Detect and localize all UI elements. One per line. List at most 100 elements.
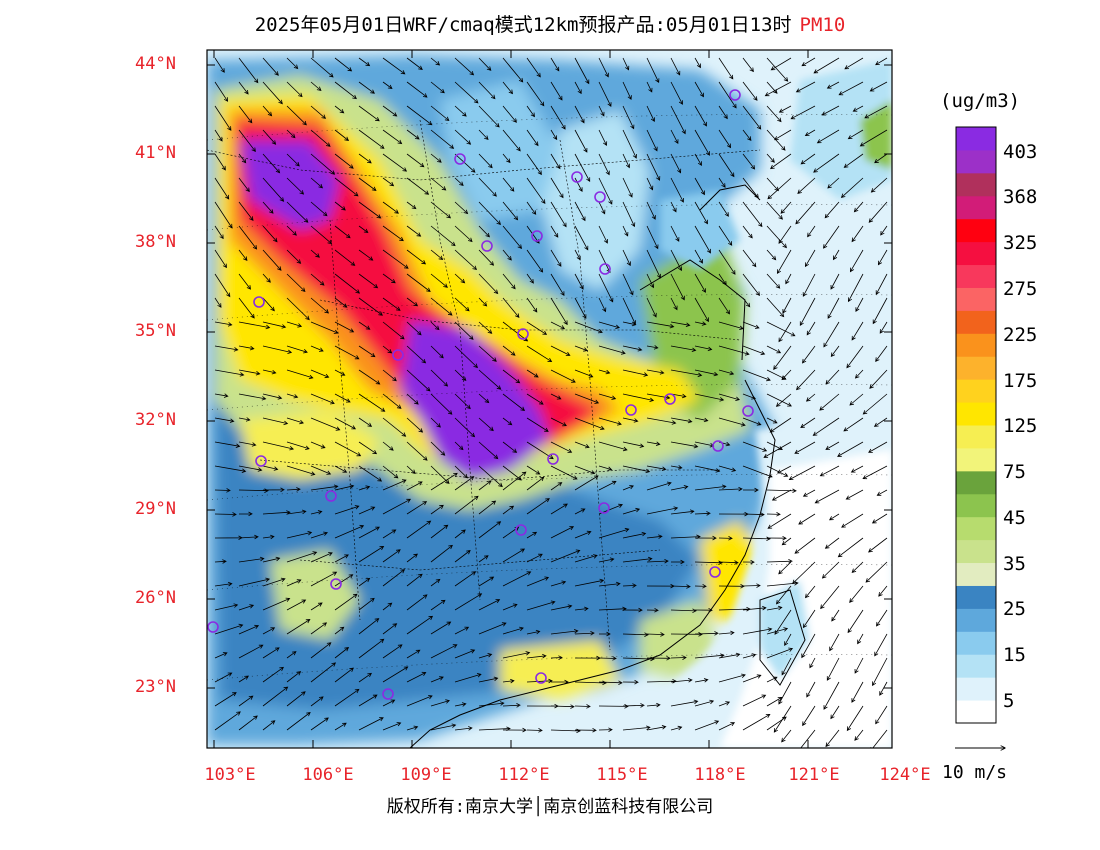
wind-arrow — [646, 129, 658, 152]
wind-arrow — [526, 153, 542, 176]
wind-arrow — [766, 393, 792, 407]
wind-arrow — [598, 441, 628, 452]
colorbar-label-368: 368 — [1003, 186, 1038, 208]
wind-arrow — [262, 556, 281, 563]
wind-arrow — [310, 662, 337, 683]
wind-arrow — [382, 479, 407, 491]
wind-arrow — [526, 249, 544, 273]
wind-arrow — [286, 177, 305, 195]
wind-arrow — [334, 441, 362, 457]
title-variable: PM10 — [799, 14, 846, 36]
wind-arrow — [334, 505, 360, 515]
wind-arrow — [502, 471, 527, 491]
wind-arrow — [670, 465, 683, 470]
wind-arrow — [478, 201, 501, 225]
wind-arrow — [262, 177, 285, 202]
wind-arrow — [526, 129, 539, 147]
wind-arrow — [574, 321, 603, 334]
wind-arrow — [846, 345, 864, 369]
wind-arrow — [214, 321, 233, 327]
wind-arrow — [358, 506, 376, 515]
wind-arrow — [646, 632, 665, 637]
wind-arrow — [792, 561, 816, 585]
wind-arrow — [622, 201, 636, 228]
wind-arrow — [262, 487, 285, 493]
colorbar-swatch — [956, 608, 996, 632]
wind-arrow — [406, 553, 418, 563]
city-marker — [207, 621, 219, 633]
wind-arrow — [358, 694, 378, 707]
wind-arrow — [334, 105, 345, 114]
wind-arrow — [382, 225, 404, 242]
wind-arrow — [646, 441, 661, 446]
wind-arrow — [406, 573, 423, 587]
wind-arrow — [382, 297, 401, 311]
wind-arrow — [718, 249, 736, 275]
wind-arrow — [334, 345, 360, 360]
wind-arrow — [718, 652, 741, 659]
wind-arrow — [550, 549, 581, 563]
wind-arrow — [876, 609, 888, 627]
wind-arrow — [550, 105, 566, 130]
wind-arrow — [238, 511, 253, 517]
wind-arrow — [214, 603, 239, 611]
wind-arrow — [262, 105, 273, 117]
wind-arrow — [794, 441, 816, 454]
wind-arrow — [670, 441, 699, 449]
wind-arrow — [854, 369, 864, 379]
wind-arrow — [502, 249, 512, 261]
wind-arrow — [454, 201, 469, 215]
wind-arrow — [430, 273, 448, 288]
wind-arrow — [214, 393, 229, 398]
wind-arrow — [478, 622, 507, 635]
wind-arrow — [846, 705, 864, 732]
wind-arrow — [454, 441, 464, 451]
wind-arrow — [502, 201, 519, 221]
wind-arrow — [286, 671, 302, 683]
wind-arrow — [286, 509, 307, 515]
wind-arrow — [742, 81, 758, 101]
wind-arrow — [670, 57, 681, 76]
wind-arrow — [781, 729, 792, 743]
wind-arrow — [430, 249, 444, 261]
wind-arrow — [478, 465, 503, 488]
wind-arrow — [238, 177, 250, 193]
wind-arrow — [334, 524, 365, 539]
wind-arrow — [598, 727, 613, 732]
wind-arrow — [670, 678, 693, 683]
wind-arrow — [694, 678, 709, 683]
wind-arrow — [430, 544, 453, 563]
wind-arrow — [670, 201, 677, 213]
wind-arrow — [430, 345, 444, 359]
wind-arrow — [262, 273, 271, 283]
wind-arrow — [872, 297, 888, 325]
wind-arrow — [502, 345, 516, 356]
wind-arrow — [807, 225, 816, 238]
wind-arrow — [430, 676, 444, 683]
wind-arrow — [238, 105, 253, 124]
wind-arrow — [671, 559, 685, 565]
wind-arrow — [598, 369, 611, 375]
wind-arrow — [742, 345, 766, 356]
wind-arrow — [526, 273, 534, 284]
wind-arrow — [868, 441, 888, 453]
wind-arrow — [829, 513, 840, 521]
wind-arrow — [646, 321, 675, 329]
wind-arrow — [766, 81, 778, 94]
colorbar-label-75: 75 — [1003, 461, 1026, 483]
city-marker — [742, 405, 754, 417]
city-marker — [664, 393, 676, 405]
wind-arrow — [478, 105, 500, 128]
wind-arrow — [875, 705, 888, 725]
wind-arrow — [694, 105, 707, 127]
wind-arrow — [781, 537, 792, 546]
wind-arrow — [622, 153, 630, 169]
wind-arrow — [598, 557, 615, 563]
wind-arrow — [598, 527, 630, 539]
wind-arrow — [877, 249, 888, 266]
wind-arrow — [598, 201, 606, 215]
wind-arrow — [454, 529, 466, 539]
wind-arrow — [382, 201, 399, 214]
wind-arrow — [670, 321, 691, 327]
